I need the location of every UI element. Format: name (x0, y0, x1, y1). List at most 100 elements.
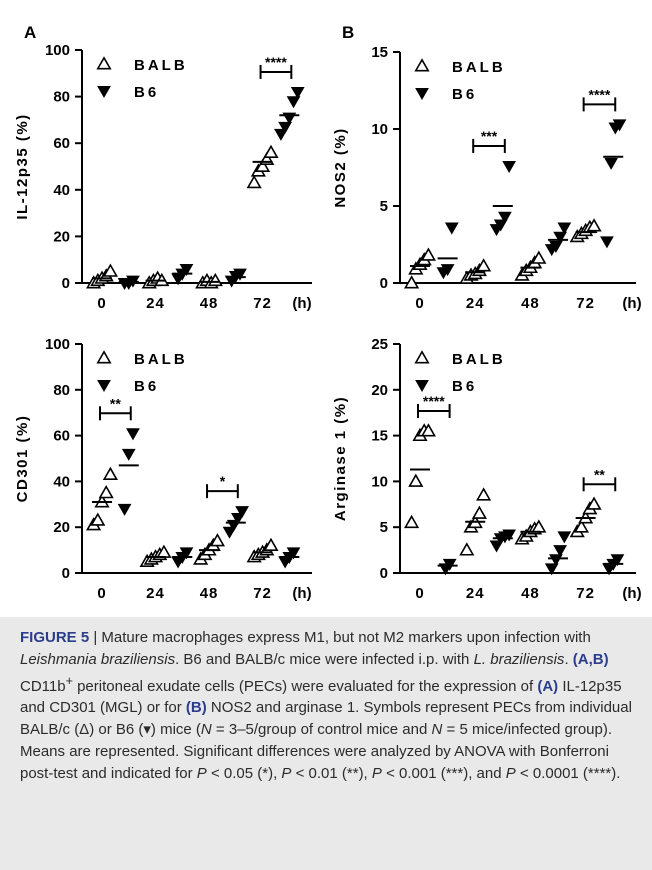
caption-panel-ref: (B) (185, 699, 207, 717)
x-tick-label: 24 (146, 585, 165, 602)
caption-variable: P (505, 764, 516, 782)
panel-letter: B (342, 23, 354, 42)
y-axis-label: NOS2 (%) (332, 127, 349, 207)
y-tick-label: 0 (62, 275, 70, 292)
balb-point (459, 542, 475, 556)
b6-point (493, 219, 508, 232)
balb-point (414, 350, 430, 364)
x-tick-label: 48 (521, 295, 540, 312)
significance-label: * (220, 473, 226, 489)
caption-species: Leishmania braziliensis (20, 650, 176, 668)
legend-label: B6 (452, 378, 477, 395)
b6-point (415, 88, 429, 101)
balb-point (96, 56, 112, 70)
x-unit-label: (h) (622, 295, 641, 312)
legend-label: B6 (134, 84, 159, 101)
balb-point (420, 247, 436, 261)
figure-caption: FIGURE 5 | Mature macrophages express M1… (20, 627, 642, 785)
caption-variable: N (431, 721, 443, 739)
caption-text: NOS2 and arginase 1. Symbols represent P… (20, 699, 632, 739)
b6-point (440, 264, 455, 277)
b6-point (600, 236, 614, 249)
balb-point (98, 485, 114, 499)
x-unit-label: (h) (292, 585, 311, 602)
y-tick-label: 0 (380, 565, 388, 582)
significance-label: *** (481, 128, 498, 144)
caption-text: = 3–5/group of control mice and (211, 721, 432, 739)
y-tick-label: 20 (53, 228, 70, 245)
b6-point (612, 119, 627, 132)
y-tick-label: 15 (371, 428, 388, 445)
significance-label: **** (589, 86, 611, 102)
caption-text: < 0.001 (***), and (381, 764, 506, 782)
b6-point (502, 529, 516, 542)
y-tick-label: 40 (53, 473, 70, 490)
y-axis-label: IL-12p35 (%) (14, 113, 31, 219)
b6-point (502, 160, 516, 173)
caption-superscript: + (65, 673, 73, 688)
balb-point (404, 275, 420, 289)
legend-label: B6 (452, 86, 477, 103)
caption-text: . B6 and BALB/c mice were infected i.p. … (175, 650, 474, 668)
y-tick-label: 60 (53, 135, 70, 152)
figure-label: FIGURE 5 (20, 629, 90, 646)
balb-point (96, 350, 112, 364)
balb-point (209, 533, 226, 547)
caption-title: | Mature macrophages express M1, but not… (89, 629, 591, 646)
significance-label: **** (423, 393, 445, 409)
b6-point (557, 531, 572, 544)
balb-point (471, 505, 487, 519)
b6-point (290, 86, 305, 99)
legend-label: BALB (452, 59, 506, 76)
b6-point (233, 268, 247, 281)
y-tick-label: 5 (380, 519, 388, 536)
balb-point (102, 263, 118, 277)
b6-point (604, 157, 619, 170)
x-tick-label: 72 (253, 585, 272, 602)
x-tick-label: 0 (415, 295, 424, 312)
b6-point (498, 211, 512, 224)
b6-point (121, 448, 136, 461)
y-tick-label: 100 (45, 42, 70, 59)
caption-text: peritoneal exudate cells (PECs) were eva… (72, 677, 538, 695)
y-tick-label: 5 (380, 198, 388, 215)
b6-point (97, 380, 111, 393)
b6-point (222, 526, 237, 539)
y-tick-label: 0 (62, 565, 70, 582)
caption-variable: P (281, 764, 292, 782)
caption-panel-ref: (A) (537, 677, 559, 695)
balb-point (263, 537, 279, 551)
significance-label: **** (265, 54, 287, 70)
y-tick-label: 80 (53, 382, 70, 399)
y-tick-label: 0 (380, 275, 388, 292)
b6-point (553, 231, 567, 244)
panel-1: A 0 20 40 60 80 100 IL-12p35 (%) 0 24 48 72 (h) **** B… (14, 23, 312, 312)
y-tick-label: 15 (371, 44, 388, 61)
b6-point (489, 540, 504, 553)
balb-point (414, 58, 430, 72)
b6-point (97, 86, 111, 99)
balb-point (90, 512, 106, 526)
y-tick-label: 80 (53, 89, 70, 106)
b6-point (442, 558, 457, 571)
b6-point (231, 513, 245, 526)
legend-label: B6 (134, 378, 159, 395)
y-axis-label: Arginase 1 (%) (332, 396, 349, 521)
b6-point (126, 428, 140, 441)
x-tick-label: 24 (466, 295, 485, 312)
b6-point (610, 554, 625, 567)
x-tick-label: 24 (146, 295, 165, 312)
balb-point (476, 258, 492, 272)
x-tick-label: 0 (415, 585, 424, 602)
b6-point (544, 563, 559, 576)
balb-point (246, 174, 262, 189)
y-tick-label: 20 (53, 519, 70, 536)
x-tick-label: 72 (253, 295, 272, 312)
y-tick-label: 40 (53, 182, 70, 199)
caption-text: . (564, 650, 573, 668)
balb-point (586, 496, 602, 510)
